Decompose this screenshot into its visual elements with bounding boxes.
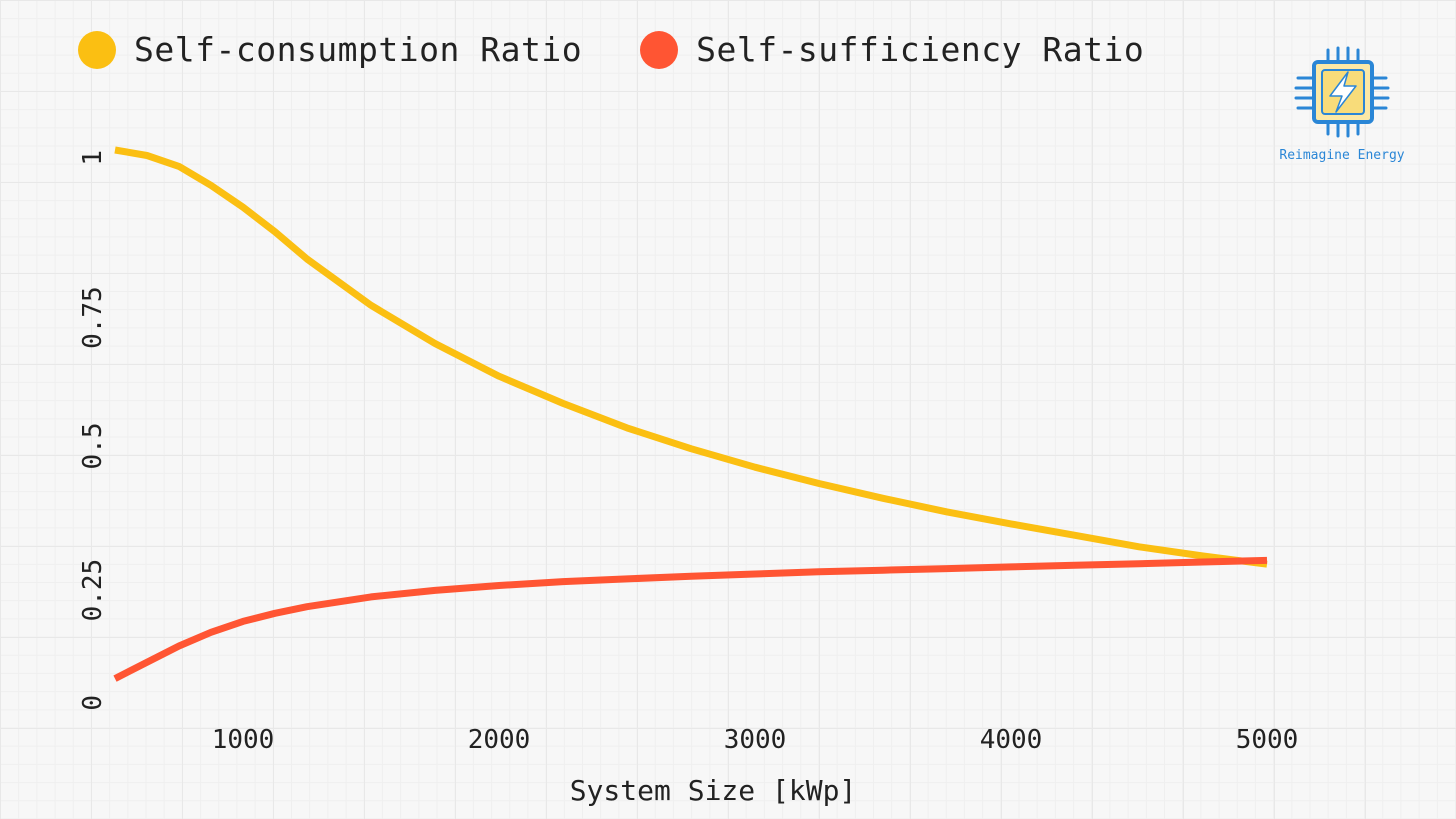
legend: Self-consumption Ratio Self-sufficiency … bbox=[78, 30, 1202, 69]
brand-logo-text: Reimagine Energy bbox=[1279, 148, 1405, 163]
series-line-self-consumption-ratio bbox=[114, 146, 1268, 568]
legend-label-self-consumption: Self-consumption Ratio bbox=[134, 30, 583, 69]
x-tick-label: 1000 bbox=[212, 725, 275, 755]
x-tick-label: 5000 bbox=[1236, 725, 1299, 755]
y-tick-label: 0 bbox=[78, 695, 108, 711]
x-tick-label: 2000 bbox=[468, 725, 531, 755]
legend-label-self-sufficiency: Self-sufficiency Ratio bbox=[696, 30, 1145, 69]
x-tick-label: 3000 bbox=[724, 725, 787, 755]
legend-swatch-self-sufficiency bbox=[640, 30, 679, 69]
legend-item-self-sufficiency: Self-sufficiency Ratio bbox=[640, 30, 1144, 69]
y-tick-label: 0.5 bbox=[78, 423, 108, 470]
y-tick-label: 0.75 bbox=[78, 286, 108, 349]
y-tick-label: 1 bbox=[78, 150, 108, 166]
cpu-lightning-icon bbox=[1294, 46, 1390, 138]
y-tick-label: 0.25 bbox=[78, 559, 108, 622]
brand-logo: Reimagine Energy bbox=[1262, 46, 1422, 163]
series-line-self-sufficiency-ratio bbox=[113, 556, 1268, 682]
legend-item-self-consumption: Self-consumption Ratio bbox=[78, 30, 582, 69]
x-axis-title: System Size [kWp] bbox=[570, 774, 857, 807]
x-tick-label: 4000 bbox=[980, 725, 1043, 755]
legend-swatch-self-consumption bbox=[78, 30, 116, 69]
